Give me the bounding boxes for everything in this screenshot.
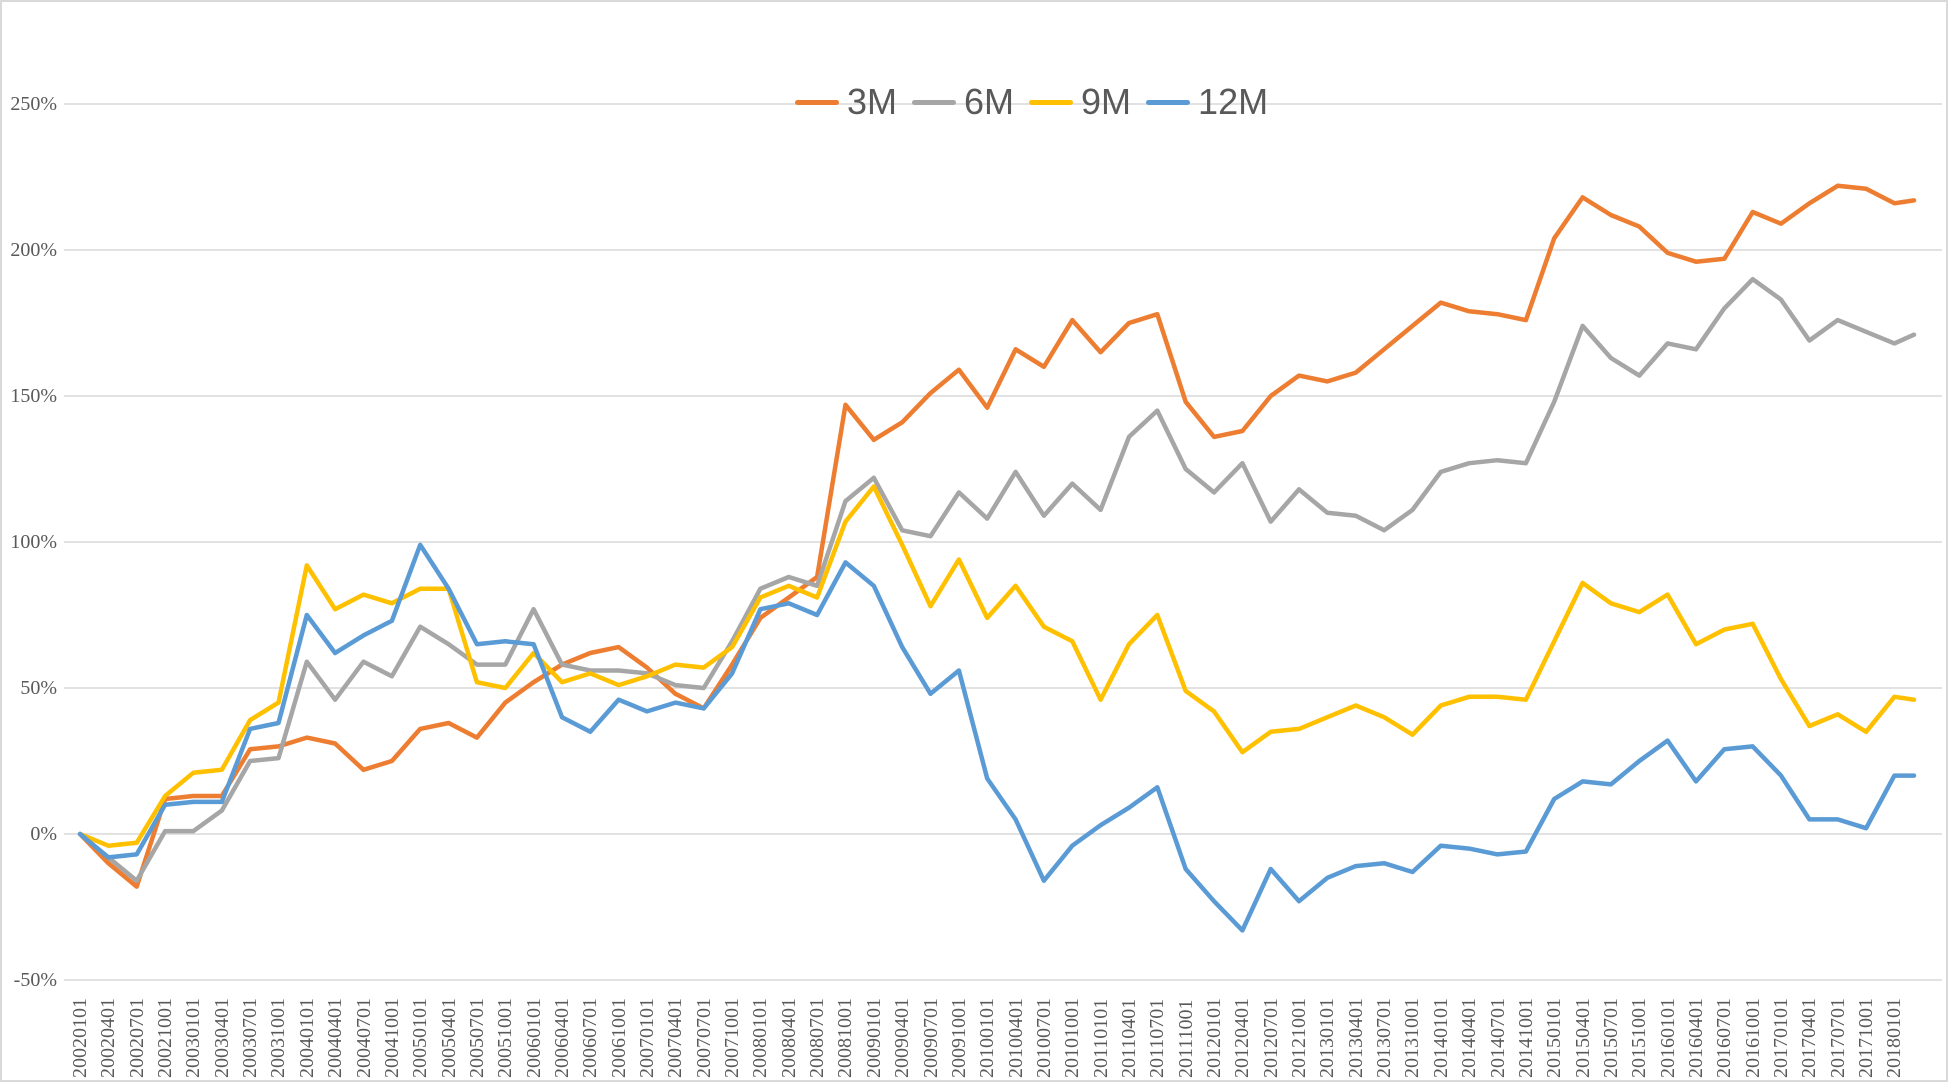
y-axis-tick-label: 100%: [10, 531, 57, 553]
x-axis-tick-label: 20030401: [210, 998, 233, 1078]
x-axis-tick-label: 20070101: [636, 998, 658, 1078]
x-axis-tick-label: 20090701: [919, 998, 942, 1078]
x-axis-tick-label: 20150101: [1543, 998, 1566, 1078]
x-axis-tick-label: 20150701: [1599, 998, 1622, 1078]
x-axis-tick-label: 20070701: [692, 998, 715, 1078]
x-axis-tick-label: 20040401: [324, 998, 347, 1078]
x-axis-tick-label: 20141001: [1514, 998, 1537, 1078]
x-axis-tick-label: 20040701: [352, 998, 375, 1078]
series-line-3m: [77, 183, 1917, 889]
y-axis-tick-label: -50%: [13, 969, 57, 991]
x-axis-tick-label: 20121001: [1288, 998, 1311, 1078]
x-axis-tick-label: 20090401: [891, 998, 914, 1078]
x-axis-tick-label: 20120401: [1231, 998, 1254, 1078]
x-axis-tick-label: 20171001: [1855, 998, 1878, 1078]
x-axis-tick-label: 20051001: [494, 998, 517, 1078]
x-axis-tick-label: 20150401: [1571, 998, 1594, 1078]
x-axis-tick-label: 20111001: [1174, 999, 1197, 1078]
x-axis-tick-label: 20080701: [806, 998, 829, 1078]
x-axis-tick-label: 20100701: [1032, 998, 1055, 1078]
y-axis-tick-label: 50%: [20, 677, 57, 699]
y-axis-tick-label: 150%: [10, 385, 57, 407]
x-axis-tick-label: 20071001: [721, 998, 744, 1078]
x-axis-tick-label: 20131001: [1401, 998, 1424, 1078]
x-axis-tick-label: 20170101: [1770, 998, 1792, 1078]
x-axis-tick-label: 20060101: [522, 998, 545, 1078]
x-axis-tick-label: 20180101: [1883, 998, 1906, 1078]
legend: 3M 6M 9M 12M: [795, 82, 1268, 122]
x-axis-tick-label: 20160401: [1684, 998, 1707, 1078]
x-axis-tick-label: 20160701: [1713, 998, 1736, 1078]
legend-swatch-9m: [1029, 99, 1074, 105]
series-line-9m: [77, 484, 1917, 848]
x-axis-tick-label: 20120101: [1203, 998, 1225, 1078]
x-axis-tick-label: 20060401: [550, 998, 573, 1078]
x-axis-tick-label: 20061001: [607, 998, 630, 1078]
x-axis-tick-label: 20120701: [1259, 998, 1282, 1078]
series-line-12m: [77, 542, 1917, 933]
legend-swatch-3m: [795, 99, 839, 105]
x-axis-tick-label: 20130101: [1316, 998, 1339, 1078]
x-axis-tick-label: 20021001: [154, 998, 177, 1078]
x-axis-tick-label: 20091001: [947, 998, 970, 1078]
x-axis-tick-label: 20151001: [1628, 998, 1651, 1078]
x-axis-tick-label: 20020401: [97, 998, 120, 1078]
x-axis-tick-label: 20050701: [465, 998, 488, 1078]
legend-item-12m[interactable]: 12M: [1146, 84, 1268, 120]
legend-label: 3M: [847, 81, 898, 122]
x-axis-tick-label: 20100401: [1004, 998, 1027, 1078]
x-axis-tick-label: 20110101: [1089, 998, 1112, 1078]
x-axis-tick-label: 20020701: [125, 998, 148, 1078]
legend-swatch-6m: [912, 99, 957, 105]
x-axis-tick-label: 20041001: [380, 998, 403, 1078]
legend-label: 12M: [1198, 81, 1269, 122]
x-axis-tick-label: 20161001: [1741, 998, 1764, 1078]
legend-item-6m[interactable]: 6M: [912, 84, 1014, 120]
x-axis-tick-label: 20040101: [295, 998, 318, 1078]
x-axis-tick-label: 20101001: [1061, 998, 1084, 1078]
x-axis-tick-label: 20030701: [239, 998, 262, 1078]
x-axis-tick-label: 20110401: [1117, 998, 1140, 1078]
series-line-6m: [77, 276, 1917, 883]
x-axis-tick-label: 20170701: [1826, 998, 1849, 1078]
x-axis-tick-label: 20031001: [267, 998, 290, 1078]
x-axis-tick-label: 20110701: [1146, 998, 1169, 1078]
x-axis-tick-label: 20060701: [579, 998, 602, 1078]
y-axis-tick-label: 250%: [10, 93, 57, 115]
x-axis-tick-label: 20160101: [1656, 998, 1679, 1078]
x-axis-tick-label: 20130401: [1344, 998, 1367, 1078]
x-axis-tick-label: 20090101: [862, 998, 885, 1078]
x-axis-tick-label: 20081001: [834, 998, 857, 1078]
y-axis-tick-label: 0%: [30, 823, 57, 845]
x-axis-tick-label: 20080401: [777, 998, 800, 1078]
legend-swatch-12m: [1146, 99, 1191, 105]
legend-label: 6M: [964, 81, 1015, 122]
legend-item-3m[interactable]: 3M: [795, 84, 897, 120]
x-axis-tick-label: 20070401: [664, 998, 687, 1078]
y-axis-tick-label: 200%: [10, 239, 57, 261]
x-axis-tick-label: 20050401: [437, 998, 460, 1078]
legend-item-9m[interactable]: 9M: [1029, 84, 1131, 120]
x-axis-tick-label: 20020101: [69, 998, 91, 1078]
x-axis-tick-label: 20030101: [182, 998, 205, 1078]
x-axis-tick-label: 20140701: [1486, 998, 1509, 1078]
x-axis-tick-label: 20100101: [976, 998, 999, 1078]
x-axis-tick-label: 20140101: [1429, 998, 1452, 1078]
x-axis-tick-label: 20080101: [749, 998, 772, 1078]
x-axis-tick-label: 20130701: [1373, 998, 1396, 1078]
x-axis-tick-label: 20140401: [1458, 998, 1481, 1078]
x-axis-tick-label: 20170401: [1798, 998, 1821, 1078]
legend-label: 9M: [1081, 81, 1132, 122]
x-axis-tick-label: 20050101: [409, 998, 432, 1078]
